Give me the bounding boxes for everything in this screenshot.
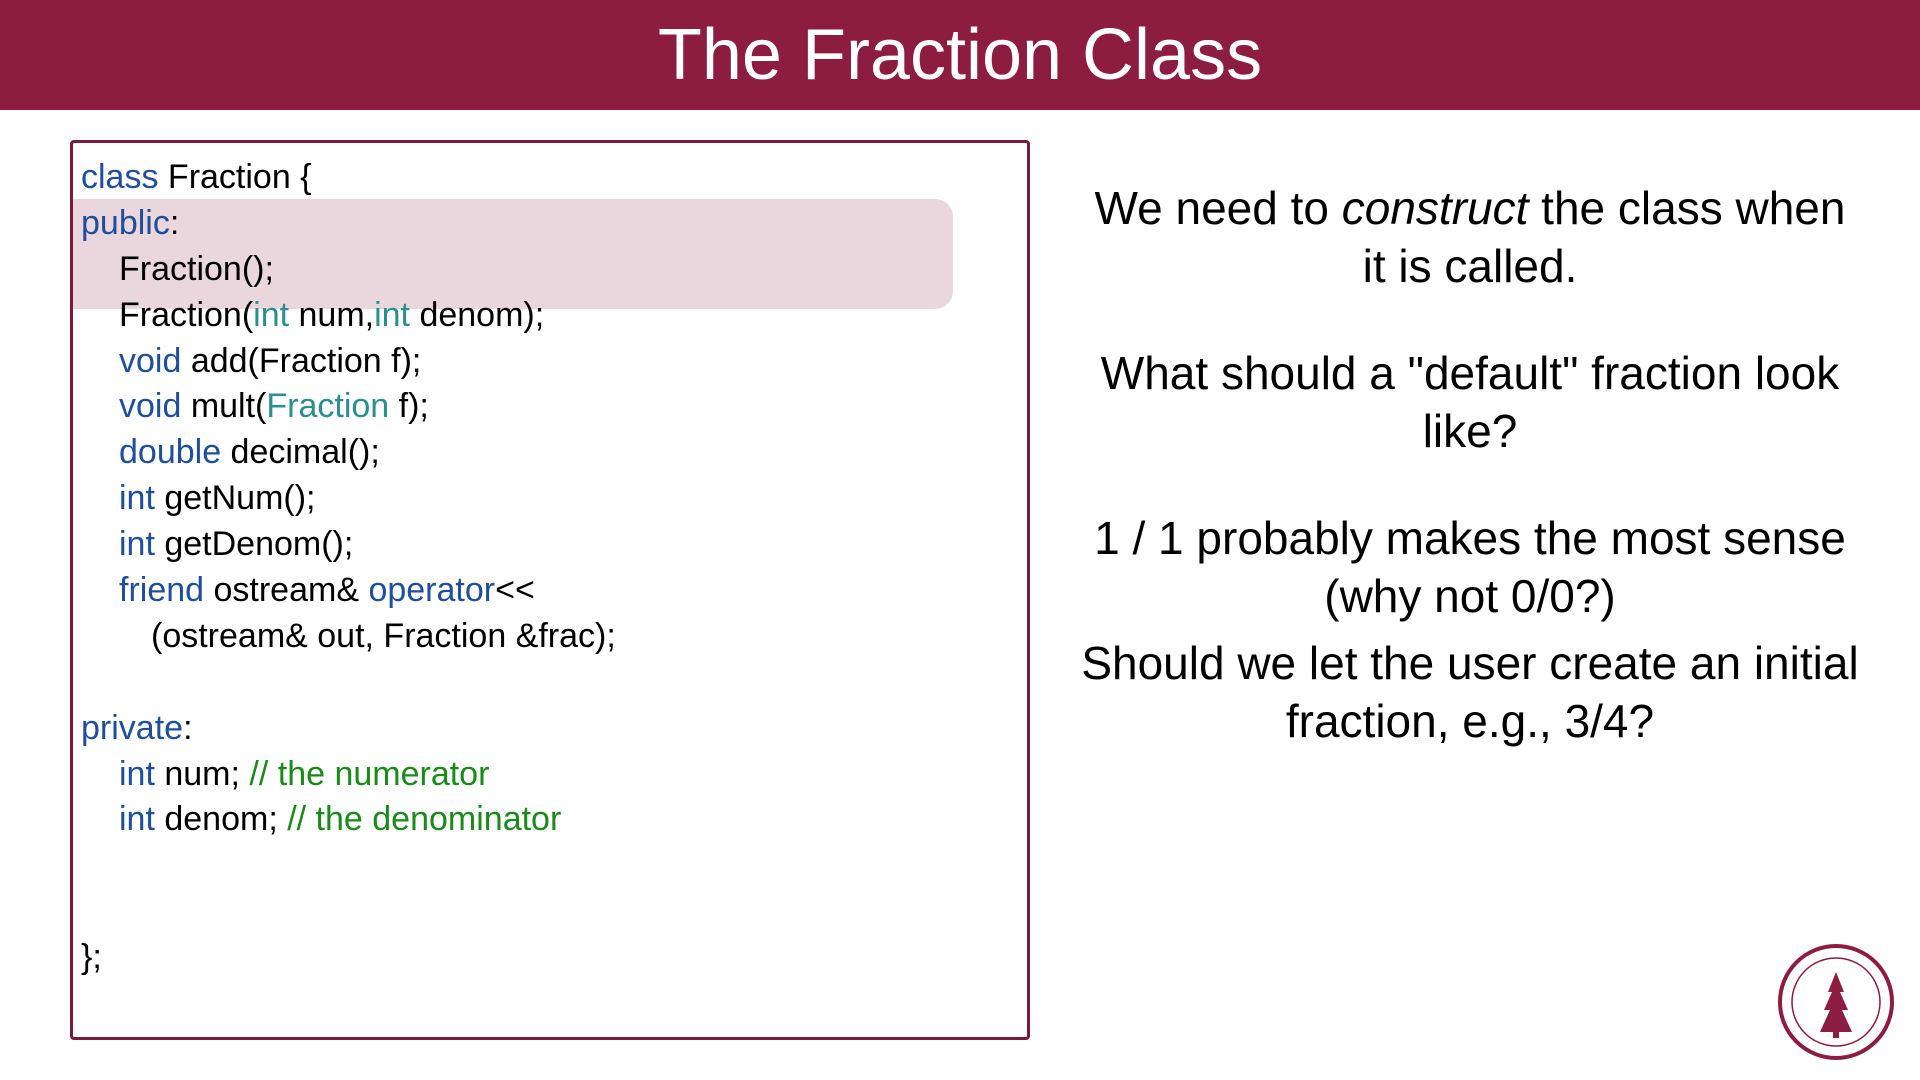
code-line: void mult(Fraction f);	[81, 384, 1019, 430]
title-banner: The Fraction Class	[0, 0, 1920, 110]
paragraph-1: We need to construct the class when it i…	[1080, 180, 1860, 295]
code-token: getNum();	[164, 479, 315, 517]
code-token: denom;	[164, 800, 287, 838]
code-token: :	[183, 709, 192, 747]
code-token	[81, 892, 90, 930]
code-token: denom);	[419, 296, 544, 334]
stanford-logo-icon	[1776, 942, 1896, 1062]
code-token: int	[119, 755, 164, 793]
code-token: private	[81, 709, 183, 747]
code-token: double	[119, 433, 231, 471]
paragraph-4: Should we let the user create an initial…	[1080, 635, 1860, 750]
code-line: int denom; // the denominator	[81, 797, 1019, 843]
code-token: add(Fraction f);	[191, 342, 422, 380]
stanford-seal-svg	[1776, 942, 1896, 1062]
code-token: num;	[164, 755, 249, 793]
code-token: operator	[368, 571, 495, 609]
code-line: friend ostream& operator<<	[81, 568, 1019, 614]
code-token: ostream&	[214, 571, 369, 609]
code-token: int	[119, 800, 164, 838]
code-token: friend	[119, 571, 214, 609]
code-line	[81, 843, 1019, 889]
code-line: int getDenom();	[81, 522, 1019, 568]
code-line: Fraction();	[81, 247, 1019, 293]
code-line: Fraction(int num,int denom);	[81, 293, 1019, 339]
code-panel: class Fraction {public:Fraction();Fracti…	[70, 140, 1030, 1040]
code-token: f);	[399, 387, 429, 425]
code-token	[81, 846, 90, 884]
code-line	[81, 889, 1019, 935]
code-line: public:	[81, 201, 1019, 247]
code-line: (ostream& out, Fraction &frac);	[81, 614, 1019, 660]
code-token: (ostream& out, Fraction &frac);	[151, 617, 616, 655]
code-line: };	[81, 935, 1019, 981]
code-token: Fraction();	[119, 250, 274, 288]
code-token: Fraction(	[119, 296, 253, 334]
code-token: getDenom();	[164, 525, 353, 563]
para1-part-a: We need to	[1095, 182, 1342, 234]
code-token: mult(	[191, 387, 267, 425]
code-token: int	[374, 296, 419, 334]
code-token: decimal();	[231, 433, 380, 471]
code-token: class	[81, 158, 168, 196]
code-line: int num; // the numerator	[81, 752, 1019, 798]
code-line: private:	[81, 706, 1019, 752]
code-token: Fraction {	[168, 158, 312, 196]
code-token: <<	[495, 571, 535, 609]
code-token: void	[119, 342, 191, 380]
code-line: int getNum();	[81, 476, 1019, 522]
code-token: int	[253, 296, 298, 334]
paragraph-3: 1 / 1 probably makes the most sense (why…	[1080, 510, 1860, 625]
code-line	[81, 660, 1019, 706]
code-line: class Fraction {	[81, 155, 1019, 201]
code-token: // the denominator	[287, 800, 561, 838]
code-line: void add(Fraction f);	[81, 339, 1019, 385]
code-token: Fraction	[266, 387, 398, 425]
code-token: int	[119, 525, 164, 563]
code-line: double decimal();	[81, 430, 1019, 476]
paragraph-2: What should a "default" fraction look li…	[1080, 345, 1860, 460]
slide-title: The Fraction Class	[658, 14, 1262, 96]
code-token: int	[119, 479, 164, 517]
explanation-column: We need to construct the class when it i…	[1080, 140, 1860, 1080]
code-token: public	[81, 204, 170, 242]
content-area: class Fraction {public:Fraction();Fracti…	[0, 110, 1920, 1080]
code-token: // the numerator	[249, 755, 489, 793]
code-token: :	[170, 204, 179, 242]
para1-italic: construct	[1342, 182, 1529, 234]
code-token	[81, 663, 90, 701]
code-token: num,	[299, 296, 375, 334]
code-token: };	[81, 938, 102, 976]
code-token: void	[119, 387, 191, 425]
